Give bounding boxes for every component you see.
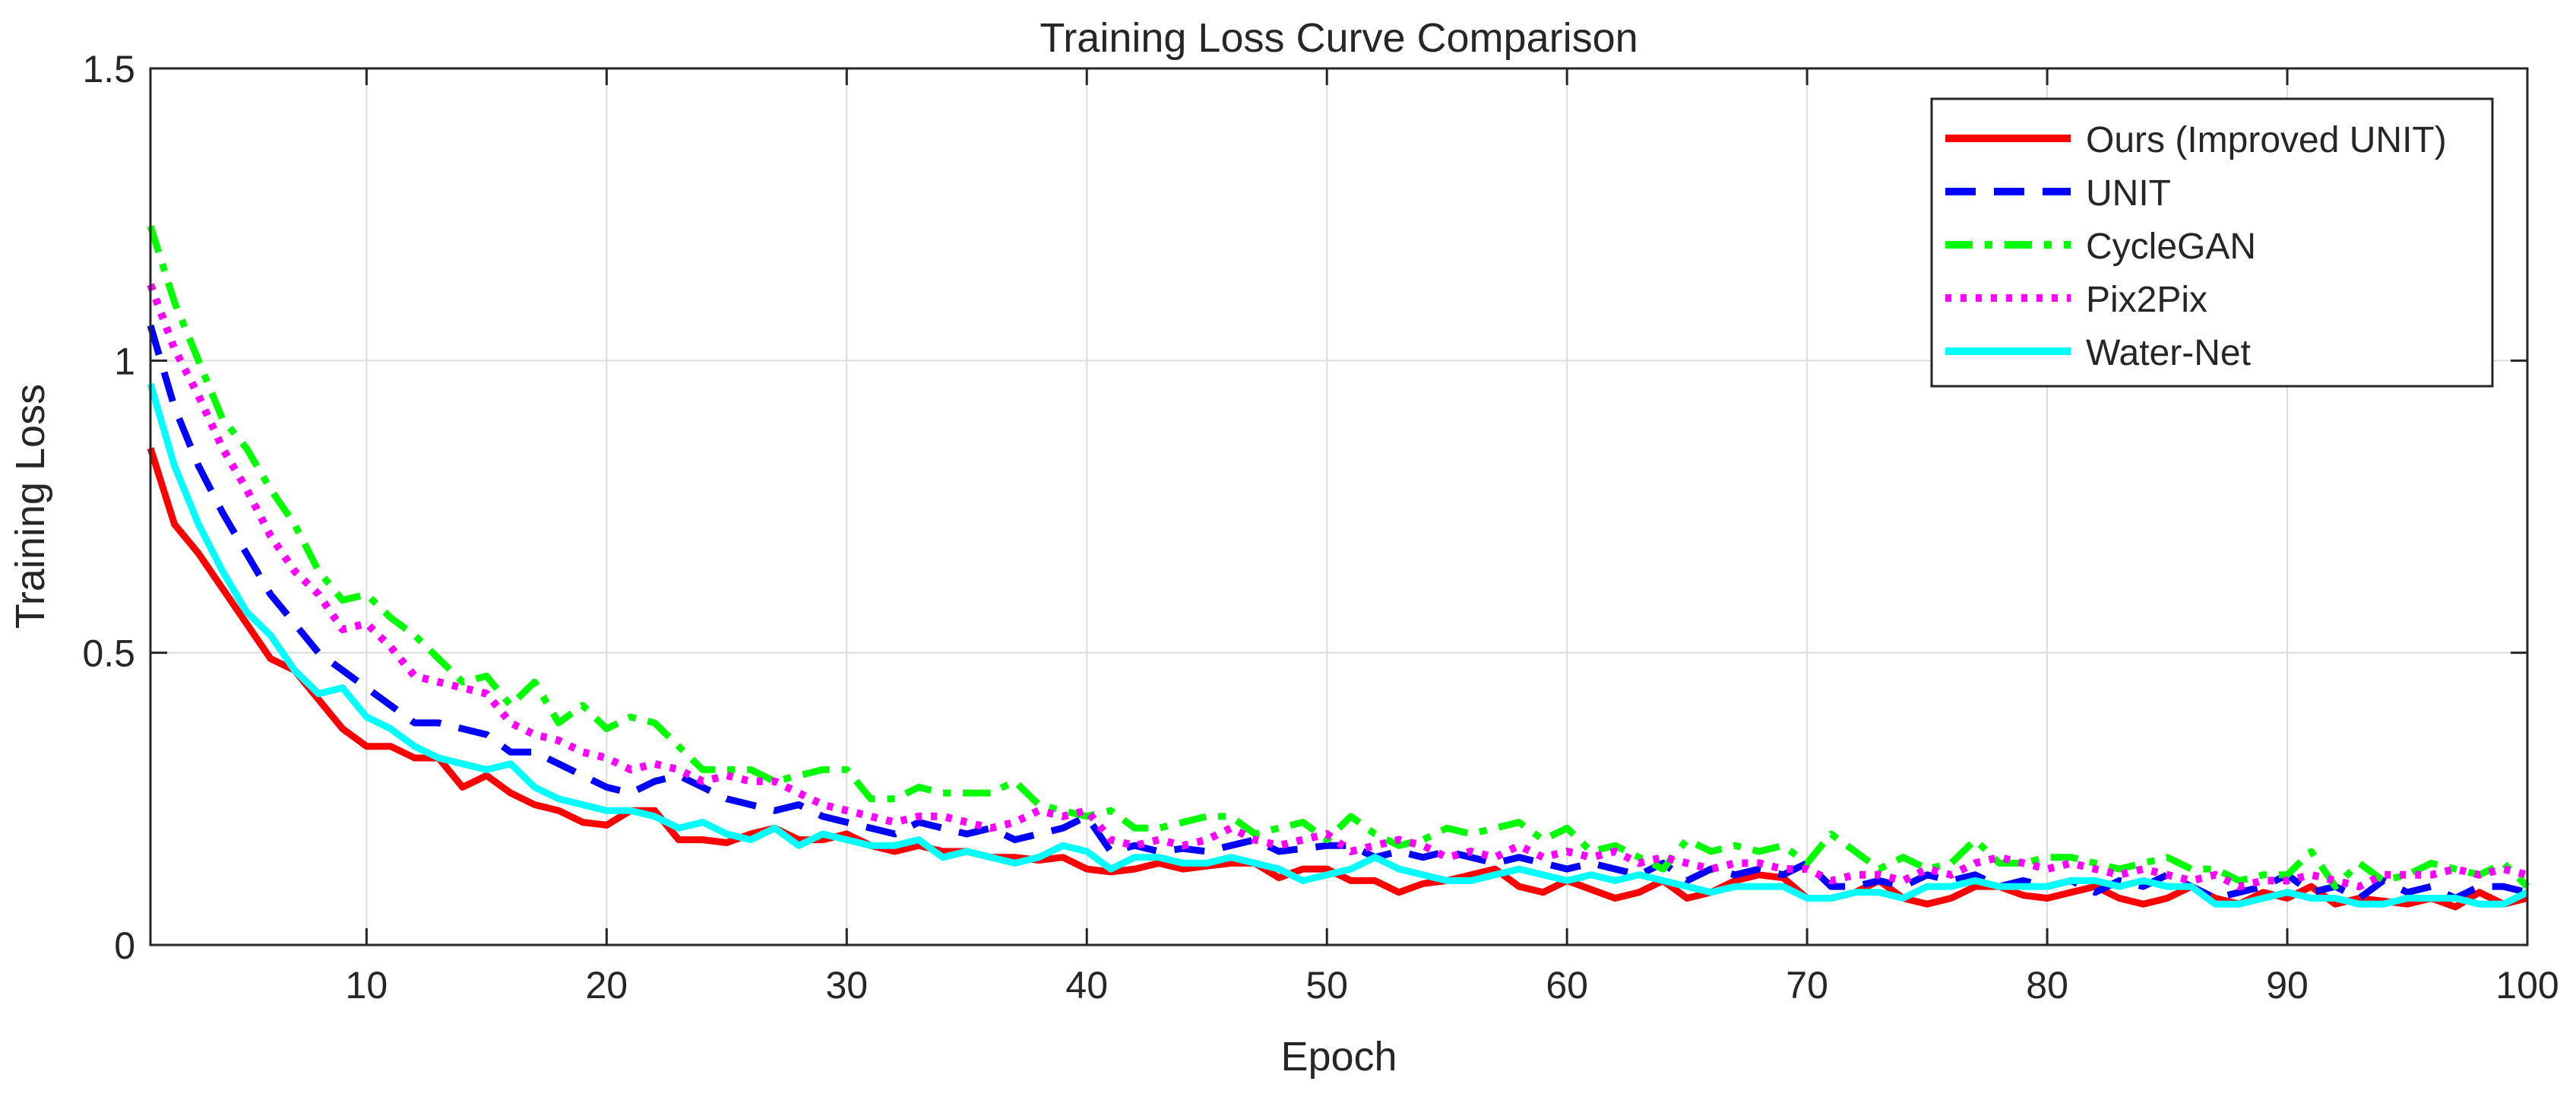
x-tick-label: 80 [2026, 964, 2068, 1007]
plot-frame [149, 67, 2529, 946]
legend-label-1: UNIT [2086, 173, 2171, 214]
y-tick-label: 1.5 [82, 48, 135, 90]
legend-label-2: CycleGAN [2086, 227, 2256, 267]
legend-label-0: Ours (Improved UNIT) [2086, 120, 2447, 160]
y-tick-label: 0 [114, 924, 135, 967]
chart-title: Training Loss Curve Comparison [1040, 15, 1638, 61]
y-tick-label: 1 [114, 340, 135, 382]
x-axis-label: Epoch [1280, 1034, 1397, 1080]
legend: Ours (Improved UNIT) UNIT CycleGAN Pix2Pix W… [1930, 97, 2494, 388]
x-tick-label: 40 [1065, 964, 1108, 1007]
ticks: 10 20 30 40 50 60 70 80 90 100 0 0.5 1 1.5 [82, 48, 2559, 1007]
legend-label-3: Pix2Pix [2086, 280, 2207, 320]
x-tick-label: 20 [586, 964, 628, 1007]
series-line-4 [147, 382, 2529, 908]
x-tick-label: 50 [1305, 964, 1348, 1007]
x-tick-label: 30 [825, 964, 868, 1007]
x-tick-label: 60 [1546, 964, 1588, 1007]
legend-label-4: Water-Net [2086, 333, 2251, 373]
series-lines [147, 225, 2530, 911]
x-tick-label: 10 [346, 964, 388, 1007]
y-tick-label: 0.5 [82, 633, 135, 675]
series-line-2 [147, 225, 2530, 890]
series-line-3 [147, 283, 2529, 891]
x-tick-label: 100 [2495, 964, 2559, 1007]
x-tick-label: 90 [2266, 964, 2309, 1007]
x-tick-label: 70 [1786, 964, 1828, 1007]
y-axis-label: Training Loss [8, 384, 53, 629]
